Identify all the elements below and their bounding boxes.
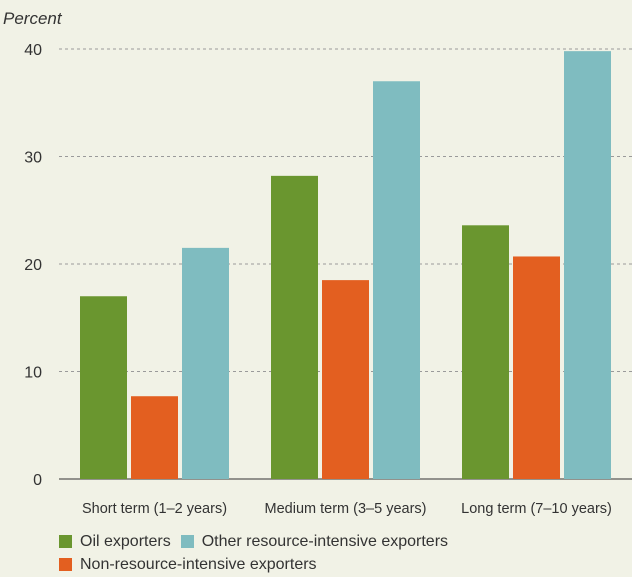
x-axis-ticks: Short term (1–2 years) Medium term (3–5 y… [82,501,612,517]
legend-row-2: Non-resource-intensive exporters [59,553,458,576]
legend-item-oil-exporters: Oil exporters [59,530,171,553]
bar-1-2 [373,81,420,479]
legend-swatch-other-resource-intensive-exporters [180,535,194,548]
y-tick-label: 30 [24,150,42,167]
bar-2-0 [462,225,509,479]
bars [80,51,611,480]
y-tick-label: 0 [33,472,42,489]
bar-2-1 [513,256,560,479]
bar-1-1 [322,280,369,479]
bar-1-0 [271,175,318,479]
legend-label-other-resource-intensive-exporters: Other resource-intensive exporters [201,533,449,550]
y-tick-label: 20 [24,257,42,274]
y-axis-label: Percent [3,9,63,28]
x-tick-label: Medium term (3–5 years) [265,501,427,517]
legend-label-oil-exporters: Oil exporters [80,533,171,550]
bar-0-2 [182,247,229,479]
legend-swatch-non-resource-intensive-exporters [59,558,72,571]
legend: Oil exporters Other resource-intensive e… [59,530,458,576]
legend-item-non-resource-intensive-exporters: Non-resource-intensive exporters [59,553,317,576]
legend-item-other-resource-intensive-exporters: Other resource-intensive exporters [180,530,449,553]
x-tick-label: Short term (1–2 years) [82,501,227,517]
y-tick-label: 10 [24,365,42,382]
bar-0-0 [80,296,127,479]
y-axis-ticks: 0 10 20 30 40 [24,42,42,489]
bar-0-1 [131,396,178,479]
x-tick-label: Long term (7–10 years) [461,501,612,517]
y-tick-label: 40 [24,42,42,59]
legend-swatch-oil-exporters [59,535,72,548]
legend-row-1: Oil exporters Other resource-intensive e… [59,530,458,553]
legend-label-non-resource-intensive-exporters: Non-resource-intensive exporters [80,556,317,573]
bar-2-2 [564,51,611,480]
